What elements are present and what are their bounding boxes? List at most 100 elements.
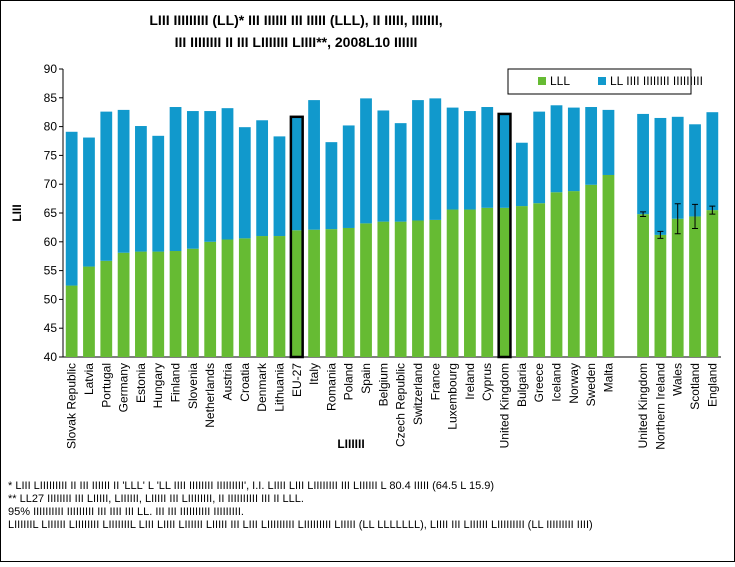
error-bar	[640, 211, 647, 217]
y-tick-label: 60	[44, 235, 58, 249]
bar-segment	[689, 216, 701, 357]
y-tick-label: 45	[44, 321, 58, 335]
error-bar	[674, 203, 681, 235]
bar-segment	[204, 111, 217, 242]
x-tick-label: Italy	[307, 363, 321, 385]
bar-segment	[325, 142, 338, 230]
x-tick-label: Spain	[359, 363, 373, 394]
bar-segment	[533, 111, 546, 204]
bar-segment	[654, 117, 667, 235]
bar-segment	[256, 120, 269, 237]
footnote: 95% IIIIIIIIII IIIIIIIII III IIII III LL…	[8, 506, 244, 518]
y-tick-label: 90	[44, 62, 58, 76]
bar-segment	[221, 239, 234, 357]
bar-segment	[325, 229, 338, 357]
bar-segment	[602, 174, 615, 357]
bar-segment	[394, 123, 407, 222]
bar-segment	[100, 111, 113, 261]
bar-segment	[689, 124, 701, 217]
bar-segment	[221, 108, 234, 240]
x-tick-label: Norway	[567, 363, 581, 404]
bar-segment	[308, 100, 320, 230]
bar-segment	[637, 113, 649, 215]
x-tick-label: England	[705, 363, 719, 407]
bar-segment	[446, 107, 459, 210]
x-tick-label: Romania	[324, 363, 338, 411]
bar-segment	[567, 191, 580, 357]
x-tick-label: United Kingdom	[498, 363, 512, 448]
x-tick-label: Lithuania	[272, 363, 286, 412]
x-tick-label: Czech Republic	[394, 363, 408, 447]
legend-swatch	[538, 77, 546, 85]
chart-title: LIII IIIIIIIII (LL)* III IIIIII III IIII…	[149, 12, 442, 28]
x-tick-label: Malta	[601, 363, 615, 393]
x-tick-label: Poland	[342, 363, 356, 400]
bar-segment	[637, 214, 649, 357]
x-tick-label: Switzerland	[411, 363, 425, 425]
x-tick-label: EU-27	[290, 363, 304, 397]
y-tick-label: 80	[44, 120, 58, 134]
x-tick-label: Iceland	[550, 363, 564, 402]
bar-segment	[377, 110, 390, 222]
x-tick-label: Scotland	[688, 363, 702, 410]
bar-segment	[117, 109, 130, 253]
bar-segment	[671, 116, 684, 219]
bar-segment	[169, 107, 182, 252]
bar-segment	[169, 251, 182, 357]
bar-segment	[65, 285, 78, 357]
error-bar	[657, 230, 664, 239]
bar-segment	[515, 142, 528, 207]
x-tick-label: Sweden	[584, 363, 598, 406]
footnote: * LIII LIIIIIIIII II III IIIIII II 'LLL'…	[8, 480, 494, 492]
bar-segment	[100, 260, 113, 357]
y-tick-label: 65	[44, 206, 58, 220]
bar-segment	[360, 223, 372, 357]
chart-title: III IIIIIIII II III LIIIIIII LIIII**, 20…	[175, 34, 418, 50]
x-tick-label: Hungary	[151, 363, 165, 408]
y-tick-label: 75	[44, 148, 58, 162]
bar-segment	[342, 125, 355, 228]
bar-segment	[602, 109, 615, 175]
x-tick-label: Bulgaria	[515, 363, 529, 407]
bar-segment	[152, 251, 165, 357]
x-tick-label: Portugal	[99, 363, 113, 408]
bar-segment	[706, 112, 719, 211]
bar-segment	[152, 135, 165, 252]
bar-segment	[186, 111, 199, 249]
bar-segment	[273, 136, 286, 237]
bar-segment	[481, 107, 494, 208]
bar-segment	[117, 252, 130, 357]
y-tick-label: 55	[44, 264, 58, 278]
bar-segment	[567, 107, 580, 192]
bar-segment	[550, 105, 563, 193]
error-bar	[692, 203, 699, 230]
x-tick-label: Germany	[117, 363, 131, 412]
bar-segment	[464, 209, 476, 357]
x-tick-label: Luxembourg	[446, 363, 460, 430]
bar-segment	[481, 207, 494, 357]
x-tick-label: Finland	[169, 363, 183, 402]
bar-segment	[412, 220, 424, 357]
bar-segment	[446, 209, 459, 357]
bar-segment	[360, 98, 372, 224]
bar-segment	[273, 236, 286, 357]
x-tick-label: Belgium	[376, 363, 390, 406]
bar-segment	[671, 218, 684, 357]
x-tick-label: Cyprus	[480, 363, 494, 401]
x-tick-label: Croatia	[238, 363, 252, 402]
bar-segment	[238, 238, 251, 357]
bar-segment	[186, 248, 199, 357]
x-tick-label: Netherlands	[203, 363, 217, 428]
x-tick-label: Northern Ireland	[653, 363, 667, 450]
bar-segment	[429, 219, 442, 357]
bar-outline	[497, 112, 512, 359]
bar-segment	[238, 127, 251, 239]
bar-segment	[256, 236, 269, 357]
bar-segment	[412, 100, 424, 221]
bar-segment	[83, 137, 95, 267]
x-tick-label: Denmark	[255, 362, 269, 412]
y-axis-label: LIII	[10, 204, 24, 221]
bar-segment	[204, 241, 217, 357]
bar-segment	[377, 221, 390, 357]
